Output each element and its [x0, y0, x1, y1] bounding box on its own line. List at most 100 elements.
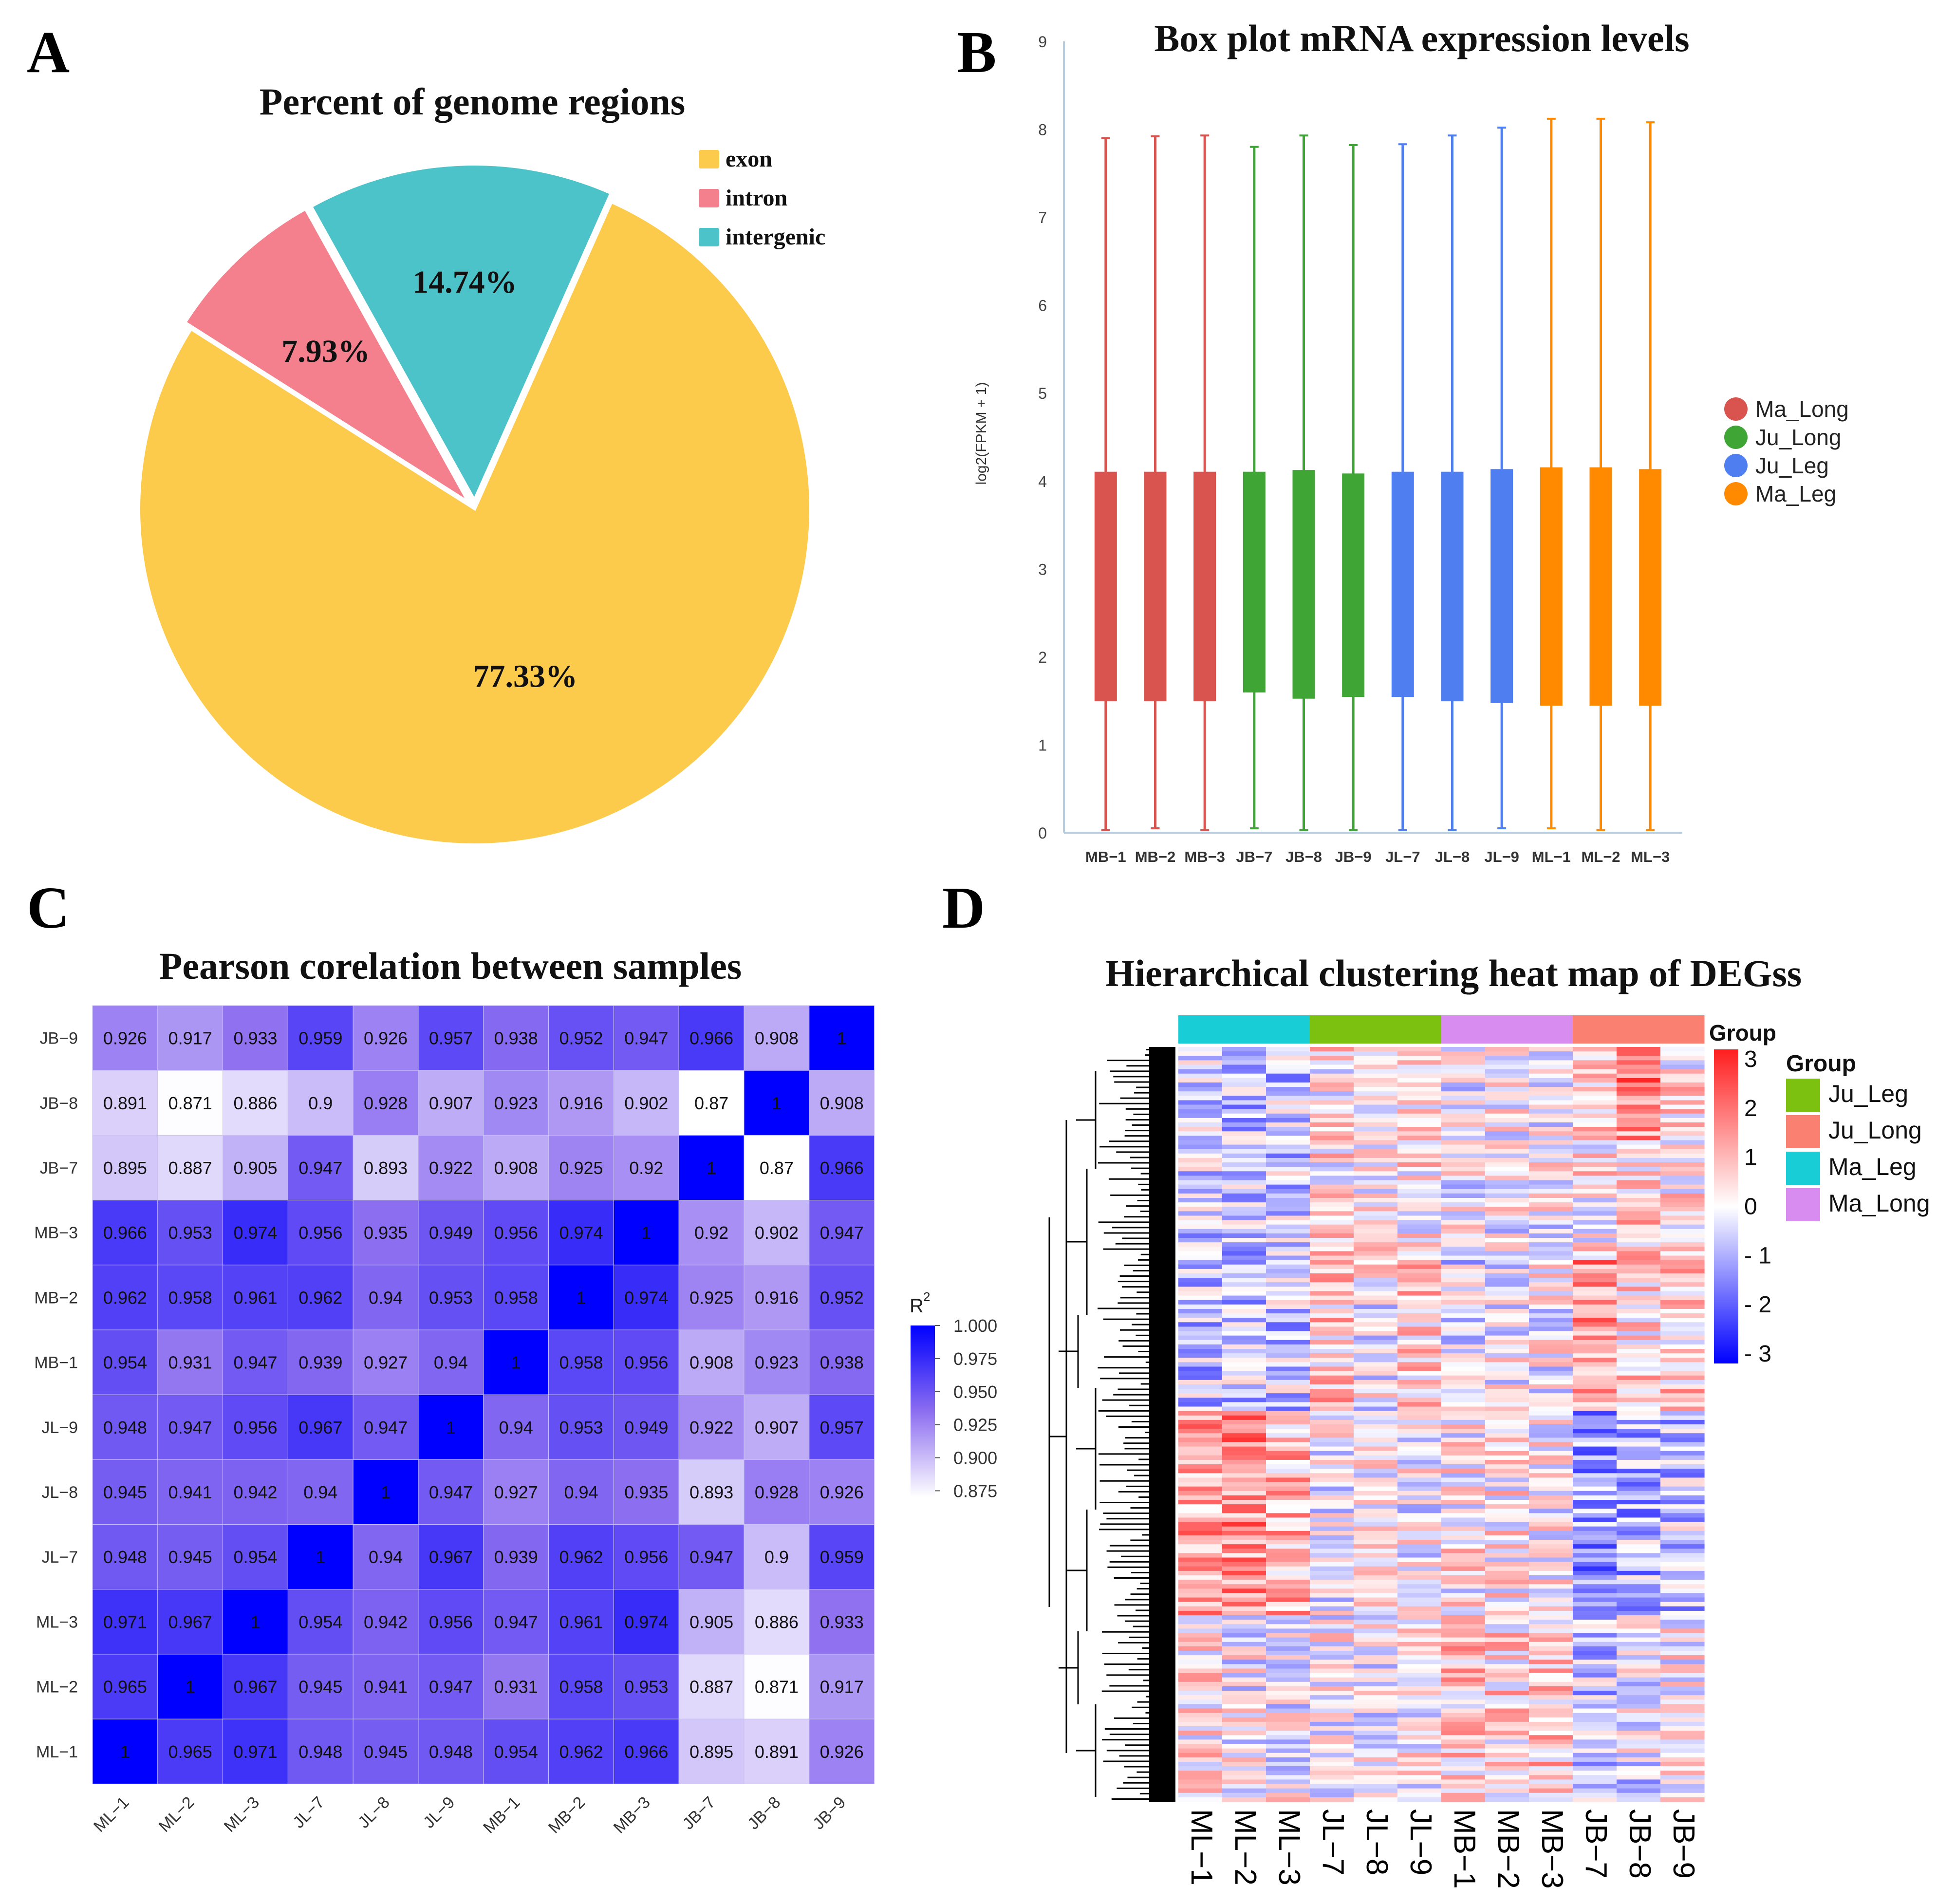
deg-cell: [1397, 1078, 1442, 1083]
deg-cell: [1354, 1104, 1398, 1110]
deg-cell: [1397, 1304, 1442, 1309]
boxplot-legend-label-Ju_Leg: Ju_Leg: [1755, 453, 1829, 478]
deg-cell: [1266, 1557, 1310, 1563]
deg-cell: [1529, 1415, 1573, 1420]
deg-cell: [1529, 1238, 1573, 1243]
deg-cell: [1441, 1464, 1486, 1469]
deg-cell: [1178, 1220, 1223, 1225]
deg-cell: [1529, 1491, 1573, 1496]
deg-cell: [1266, 1091, 1310, 1096]
deg-cell: [1266, 1797, 1310, 1802]
deg-cell: [1310, 1215, 1354, 1221]
deg-cell: [1441, 1531, 1486, 1536]
deg-cell: [1222, 1393, 1266, 1398]
deg-cell: [1441, 1761, 1486, 1767]
deg-cell: [1660, 1633, 1705, 1638]
deg-cell: [1222, 1464, 1266, 1469]
deg-cell: [1617, 1531, 1661, 1536]
deg-cell: [1485, 1229, 1529, 1234]
corr-cell-value: 0.952: [559, 1028, 603, 1048]
deg-cell: [1485, 1522, 1529, 1527]
deg-cell: [1485, 1078, 1529, 1083]
deg-cell: [1354, 1358, 1398, 1363]
deg-cell: [1660, 1064, 1705, 1070]
corr-cell-value: 0.893: [689, 1482, 733, 1502]
deg-cell: [1397, 1047, 1442, 1052]
deg-cell: [1178, 1291, 1223, 1296]
deg-cell: [1529, 1779, 1573, 1785]
deg-cell: [1617, 1118, 1661, 1123]
deg-cell: [1485, 1664, 1529, 1669]
deg-cell: [1617, 1238, 1661, 1243]
deg-cell: [1529, 1540, 1573, 1545]
deg-cell: [1441, 1260, 1486, 1265]
deg-cell: [1222, 1349, 1266, 1354]
deg-cell: [1178, 1557, 1223, 1563]
deg-cell: [1397, 1628, 1442, 1634]
deg-cell: [1178, 1540, 1223, 1545]
deg-cell: [1573, 1157, 1617, 1163]
deg-cell: [1573, 1500, 1617, 1505]
deg-cell: [1660, 1073, 1705, 1079]
deg-cell: [1617, 1695, 1661, 1700]
deg-cell: [1222, 1517, 1266, 1523]
deg-cell: [1397, 1207, 1442, 1212]
deg-cell: [1397, 1060, 1442, 1065]
deg-cell: [1310, 1477, 1354, 1483]
deg-cell: [1529, 1326, 1573, 1332]
deg-cell: [1660, 1424, 1705, 1429]
deg-cell: [1660, 1557, 1705, 1563]
deg-cell: [1310, 1287, 1354, 1292]
deg-cell: [1310, 1588, 1354, 1594]
corr-cell-value: 0.967: [168, 1612, 212, 1632]
deg-cell: [1485, 1660, 1529, 1664]
deg-cell: [1529, 1584, 1573, 1589]
deg-cell: [1310, 1642, 1354, 1647]
deg-cell: [1397, 1509, 1442, 1513]
deg-cell: [1397, 1562, 1442, 1567]
deg-cell: [1617, 1406, 1661, 1412]
deg-cell: [1178, 1660, 1223, 1664]
deg-cell: [1573, 1273, 1617, 1278]
deg-cell: [1397, 1593, 1442, 1598]
deg-cell: [1178, 1482, 1223, 1487]
deg-cell: [1354, 1482, 1398, 1487]
deg-cell: [1397, 1748, 1442, 1754]
deg-cell: [1441, 1100, 1486, 1105]
deg-cell: [1660, 1326, 1705, 1332]
boxplot-xtick: MB−3: [1184, 848, 1225, 865]
deg-cell: [1266, 1144, 1310, 1150]
corr-cell-value: 0.952: [820, 1288, 864, 1307]
deg-cell: [1529, 1331, 1573, 1336]
deg-cell: [1310, 1406, 1354, 1412]
deg-cell: [1266, 1171, 1310, 1176]
deg-cell: [1660, 1082, 1705, 1087]
deg-cell: [1485, 1526, 1529, 1531]
deg-cell: [1222, 1344, 1266, 1349]
deg-cell: [1354, 1766, 1398, 1771]
deg-anno-Ju_Long: [1617, 1015, 1661, 1044]
deg-cell: [1354, 1531, 1398, 1536]
deg-cell: [1485, 1597, 1529, 1603]
deg-cell: [1222, 1602, 1266, 1607]
deg-cell: [1222, 1118, 1266, 1123]
corr-cell-value: 0.926: [364, 1028, 408, 1048]
deg-cell: [1573, 1739, 1617, 1745]
deg-cell: [1573, 1566, 1617, 1571]
corr-cell-value: 0.956: [429, 1612, 473, 1632]
deg-cell: [1660, 1486, 1705, 1492]
deg-cell: [1266, 1051, 1310, 1056]
deg-cell: [1222, 1792, 1266, 1798]
corr-cell: [418, 1265, 484, 1330]
deg-cell: [1178, 1255, 1223, 1261]
deg-cell: [1397, 1308, 1442, 1314]
deg-cell: [1573, 1686, 1617, 1691]
deg-cell: [1529, 1744, 1573, 1749]
deg-cell: [1441, 1637, 1486, 1643]
deg-cell: [1660, 1220, 1705, 1225]
deg-cell: [1617, 1398, 1661, 1403]
deg-cell: [1617, 1069, 1661, 1074]
deg-cell: [1354, 1477, 1398, 1483]
deg-cell: [1573, 1691, 1617, 1696]
deg-cell: [1660, 1295, 1705, 1301]
